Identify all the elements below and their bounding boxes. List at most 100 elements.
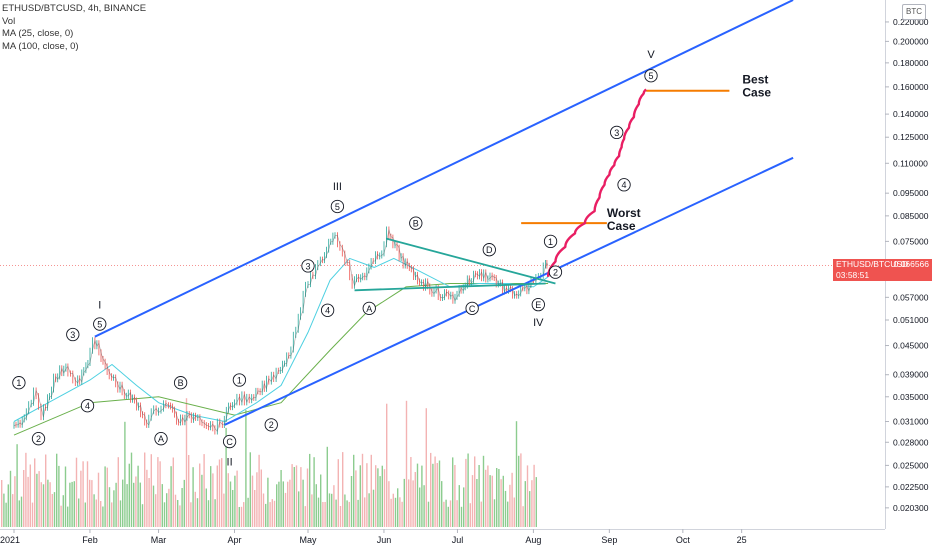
volume-bar	[216, 465, 218, 527]
wave-label: D	[486, 245, 493, 255]
volume-bar	[465, 458, 467, 527]
volume-bar	[190, 502, 192, 527]
y-tick-label: 0.095000	[893, 188, 929, 198]
volume-bar	[144, 452, 146, 527]
y-tick-label: 0.085000	[893, 211, 929, 221]
volume-bar	[9, 470, 12, 527]
volume-bar	[192, 467, 194, 527]
channel-lower-line	[224, 156, 794, 426]
volume-bar	[201, 474, 203, 527]
volume-bar	[337, 459, 339, 527]
x-tick-label: Mar	[151, 535, 167, 545]
price-tag-countdown: 03:58:51	[836, 269, 870, 280]
volume-bar	[89, 479, 91, 527]
x-tick-label: Aug	[525, 535, 541, 545]
volume-bar	[128, 463, 130, 527]
volume-bar	[381, 465, 383, 527]
volume-bar	[199, 463, 201, 527]
volume-bar	[491, 475, 493, 527]
degree-label: III	[333, 181, 342, 193]
volume-bar	[467, 453, 469, 527]
wave-label: A	[158, 434, 164, 444]
volume-bar	[421, 465, 423, 527]
wave-label: 2	[36, 434, 41, 444]
y-tick-label: 0.031000	[893, 417, 929, 427]
volume-bar	[249, 452, 251, 527]
volume-bar	[476, 479, 478, 527]
volume-bar	[423, 485, 425, 527]
x-tick-label: Apr	[227, 535, 241, 545]
volume-bar	[62, 495, 64, 527]
volume-bar	[256, 472, 258, 527]
volume-bar	[139, 482, 141, 527]
volume-bar	[16, 444, 18, 527]
volume-bar	[78, 498, 80, 527]
wave-label-circle	[66, 327, 80, 342]
volume-bar	[238, 507, 240, 527]
volume-bar	[104, 466, 106, 527]
wave-label: 1	[548, 237, 553, 247]
volume-bar	[45, 454, 47, 527]
wave-label: 1	[237, 375, 242, 385]
volume-bar	[392, 493, 394, 527]
volume-bar	[313, 457, 315, 527]
volume-bar	[262, 493, 265, 527]
volume-bar	[366, 463, 368, 527]
volume-bar	[511, 472, 513, 527]
volume-bar	[27, 476, 29, 527]
volume-bar	[357, 499, 359, 527]
volume-bar	[361, 453, 364, 527]
y-tick-label: 0.200000	[893, 36, 929, 46]
volume-bar	[108, 487, 111, 527]
volume-bar	[31, 502, 34, 527]
volume-bar	[47, 479, 49, 527]
volume-bar	[480, 501, 482, 527]
wave-label: 2	[269, 420, 274, 430]
volume-bar	[320, 474, 322, 527]
volume-bar	[150, 454, 152, 527]
wave-label: 5	[335, 202, 340, 212]
volume-bar	[300, 467, 302, 527]
volume-bar	[75, 457, 78, 527]
currency-button[interactable]: BTC	[902, 4, 926, 20]
volume-bar	[504, 490, 507, 527]
volume-bar	[469, 503, 471, 527]
volume-bar	[14, 476, 16, 527]
volume-bar	[430, 452, 432, 527]
wave-label-circle	[482, 243, 496, 257]
volume-bar	[236, 470, 238, 527]
volume-bar	[375, 465, 377, 527]
volume-bar	[265, 503, 267, 527]
volume-bar	[29, 464, 31, 527]
x-tick-label: Feb	[82, 535, 98, 545]
volume-bar	[119, 500, 122, 527]
wave-label: C	[226, 437, 233, 447]
volume-bar	[520, 453, 522, 527]
volume-bar	[515, 421, 518, 527]
volume-bar	[95, 499, 97, 527]
volume-bar	[161, 484, 163, 527]
volume-bar	[179, 505, 181, 527]
volume-bar	[227, 473, 229, 527]
volume-bar	[51, 494, 53, 527]
wave-label-circle	[232, 373, 247, 387]
volume-bar	[258, 454, 260, 527]
volume-bar	[1, 480, 3, 527]
ma25-line	[13, 257, 549, 423]
volume-bar	[174, 494, 177, 527]
volume-bar	[245, 410, 247, 527]
wave-label: 2	[553, 268, 558, 278]
volume-bar	[447, 506, 449, 527]
volume-bar	[348, 501, 350, 527]
volume-bar	[229, 481, 232, 527]
volume-bar	[390, 498, 392, 527]
volume-bar	[326, 446, 328, 527]
volume-bar	[168, 488, 170, 527]
volume-bar	[254, 490, 256, 527]
volume-bar	[304, 506, 306, 527]
volume-bar	[306, 468, 309, 527]
wave-label: 4	[85, 401, 90, 411]
volume-bar	[188, 455, 190, 527]
